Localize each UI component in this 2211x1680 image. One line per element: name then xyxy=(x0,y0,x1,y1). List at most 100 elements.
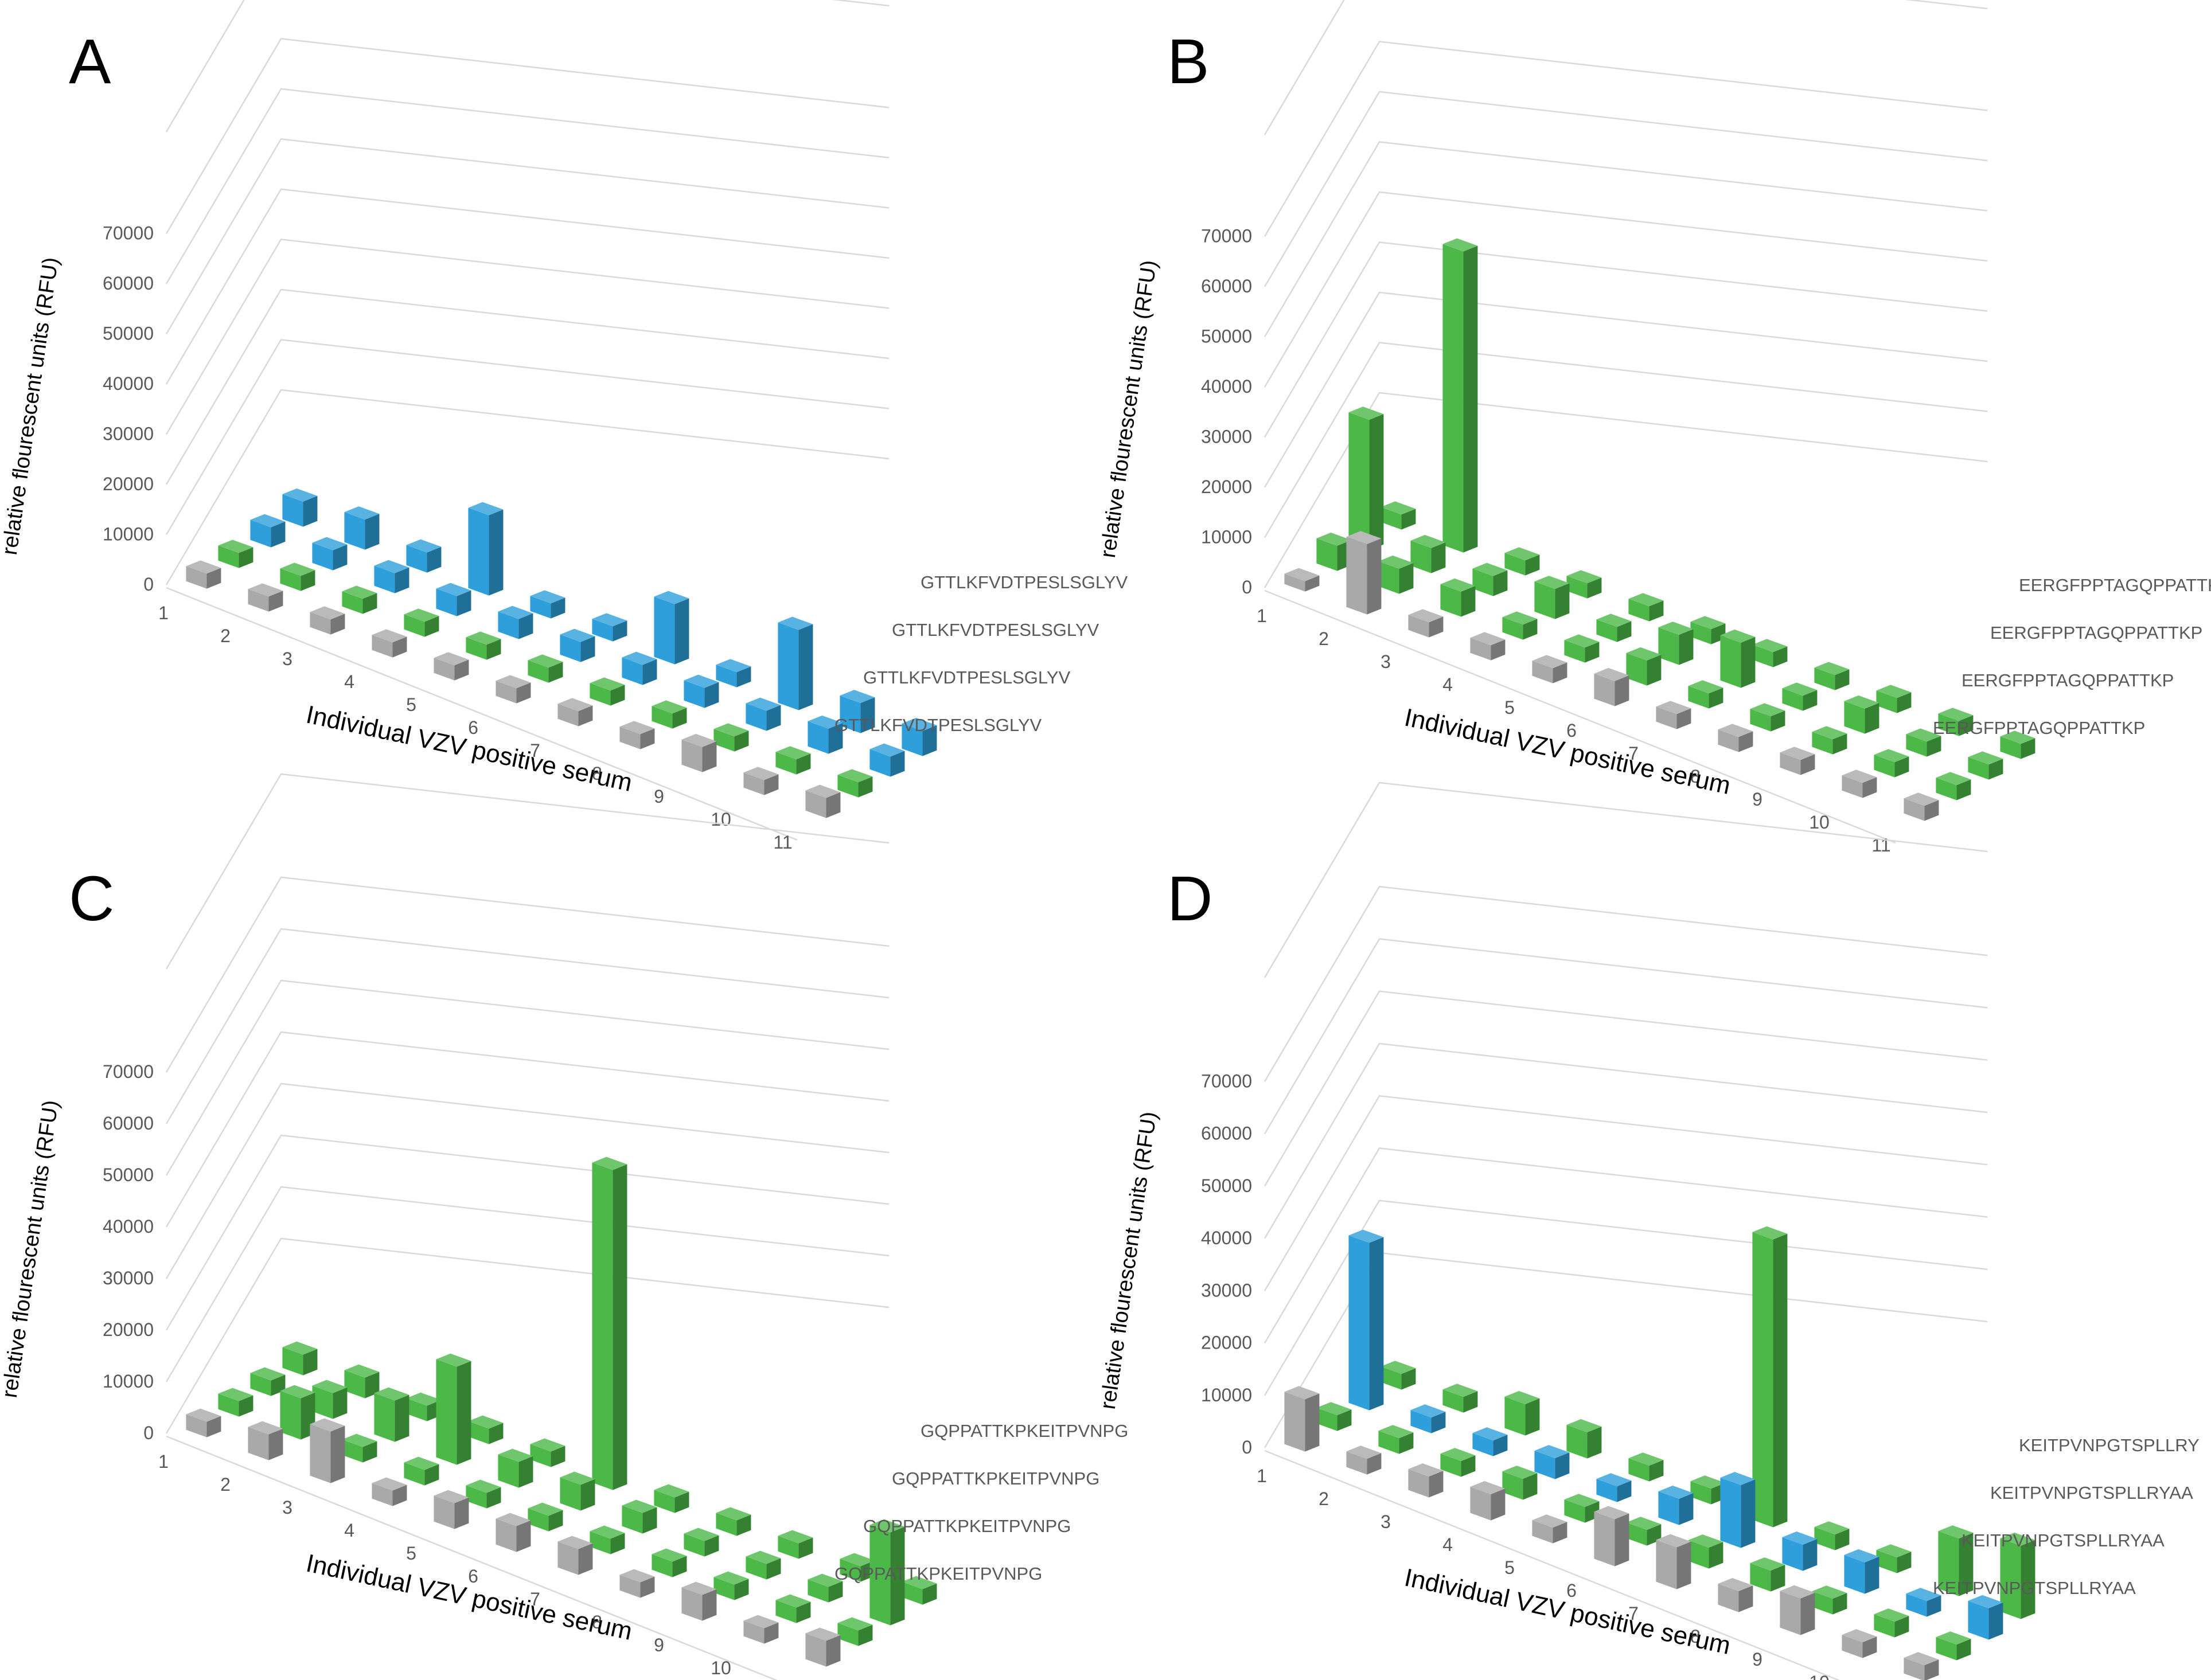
bar-top xyxy=(805,784,841,798)
bar-A-series4-serum6 xyxy=(592,613,627,642)
bar-side xyxy=(518,613,533,639)
bar-C-series4-serum5 xyxy=(530,1438,566,1467)
bar-side xyxy=(1862,1636,1877,1658)
bar-B-series3-serum6 xyxy=(1658,622,1694,665)
bar-C-series4-serum9 xyxy=(778,1530,813,1559)
bar-D-series3-serum7 xyxy=(1720,1472,1756,1548)
bar-front xyxy=(619,1574,641,1598)
bar-front xyxy=(1782,688,1803,711)
bar-B-series3-serum8 xyxy=(1782,682,1818,711)
bar-A-series2-serum9 xyxy=(713,723,749,752)
bar-C-series2-serum5 xyxy=(466,1479,501,1509)
x-tick-label: 6 xyxy=(1566,720,1577,741)
bar-B-series4-serum1 xyxy=(1381,501,1416,530)
bar-B-series3-serum7 xyxy=(1720,629,1756,688)
bar-side xyxy=(1429,1471,1444,1498)
bar-side xyxy=(1927,736,1941,757)
bar-front xyxy=(186,1414,207,1437)
bar-A-series4-serum3 xyxy=(406,539,442,573)
bar-top xyxy=(1440,578,1476,592)
bar-front xyxy=(775,1600,797,1623)
bar-D-series3-serum4 xyxy=(1534,1445,1570,1479)
bar-side xyxy=(548,662,563,683)
bar-top xyxy=(310,1418,345,1432)
bar-front xyxy=(282,1347,303,1376)
bar-B-series2-serum11 xyxy=(1936,772,1971,800)
y-tick-label: 0 xyxy=(143,1423,154,1443)
x-tick-label: 10 xyxy=(711,809,731,830)
bar-front xyxy=(654,1490,675,1513)
bar-side xyxy=(301,570,315,591)
bar-front xyxy=(1720,635,1741,688)
bar-side xyxy=(922,1583,937,1605)
bar-side xyxy=(548,1510,563,1531)
bar-front xyxy=(652,1554,673,1577)
bar-side xyxy=(1865,702,1879,734)
bar-front xyxy=(1502,617,1523,640)
x-tick-label: 7 xyxy=(1628,743,1639,764)
bar-top xyxy=(622,1499,657,1513)
bar-front xyxy=(743,1620,765,1644)
bar-B-series4-serum11 xyxy=(2000,730,2035,759)
y-tick-label: 10000 xyxy=(1201,527,1252,548)
bar-side xyxy=(578,705,593,726)
bar-front xyxy=(404,1462,425,1486)
bar-C-series4-serum11 xyxy=(902,1576,937,1605)
bar-C-series2-serum4 xyxy=(404,1456,439,1486)
series-label: EERGFPPTAGQPPATTKP xyxy=(2019,575,2211,595)
x-tick-label: 4 xyxy=(344,671,354,692)
bar-front xyxy=(1284,1392,1305,1452)
bar-side xyxy=(206,568,221,589)
bar-top xyxy=(1750,1557,1785,1571)
gridline xyxy=(165,1134,890,1331)
gridline xyxy=(1264,291,1988,488)
bar-side xyxy=(1617,1480,1632,1502)
bar-front xyxy=(312,542,333,571)
y-tick-label: 10000 xyxy=(103,1371,154,1392)
bar-A-series4-serum5 xyxy=(530,590,566,619)
bar-front xyxy=(1812,1591,1833,1615)
bar-front xyxy=(1348,1235,1370,1411)
y-tick-label: 50000 xyxy=(103,1165,154,1185)
y-tick-label: 60000 xyxy=(103,273,154,294)
bar-front xyxy=(557,704,579,726)
bar-C-series3-serum2 xyxy=(312,1380,348,1419)
bar-side xyxy=(1585,642,1600,663)
series-label: GTTLKFVDTPESLSGLYV xyxy=(921,572,1128,592)
bar-top xyxy=(778,1530,813,1544)
bar-side xyxy=(1523,619,1538,640)
bar-front xyxy=(1566,1424,1588,1459)
bar-top xyxy=(1532,1514,1567,1528)
bar-front xyxy=(1596,1479,1617,1502)
bar-front xyxy=(869,749,891,777)
bar-side xyxy=(1676,1541,1691,1589)
bar-front xyxy=(1938,713,1959,736)
y-tick-label: 50000 xyxy=(1201,326,1252,347)
gridline xyxy=(165,773,890,970)
bar-B-series2-serum7 xyxy=(1688,680,1723,709)
bar-front xyxy=(1594,1511,1615,1566)
bar-top xyxy=(1381,1361,1416,1374)
bar-top xyxy=(1904,1652,1939,1666)
bar-front xyxy=(1381,507,1402,530)
bar-top xyxy=(280,1385,315,1398)
bar-side xyxy=(734,730,749,752)
bar-D-series3-serum5 xyxy=(1596,1473,1632,1502)
bar-side xyxy=(1461,585,1476,617)
bar-top xyxy=(1410,1404,1446,1418)
x-tick-label: 4 xyxy=(1442,1534,1453,1555)
bar-top xyxy=(1594,667,1629,681)
bar-top xyxy=(743,767,779,780)
bar-A-series2-serum5 xyxy=(466,631,501,660)
bar-B-series2-serum8 xyxy=(1750,703,1785,732)
bar-A-series3-serum8 xyxy=(684,674,719,708)
bar-C-series2-serum10 xyxy=(775,1594,811,1623)
bar-C-series4-serum3 xyxy=(406,1392,442,1421)
floor-edge xyxy=(166,587,798,841)
bar-A-series4-serum10 xyxy=(840,690,875,733)
panel-label: B xyxy=(1167,26,1209,97)
gridline xyxy=(1264,1095,1988,1291)
bar-front xyxy=(1780,752,1801,775)
chart-panel-D: 0 10000 20000 30000 40000 50000 60000 70000 rela… xyxy=(1096,782,2200,1680)
y-tick-label: 40000 xyxy=(1201,1228,1252,1248)
